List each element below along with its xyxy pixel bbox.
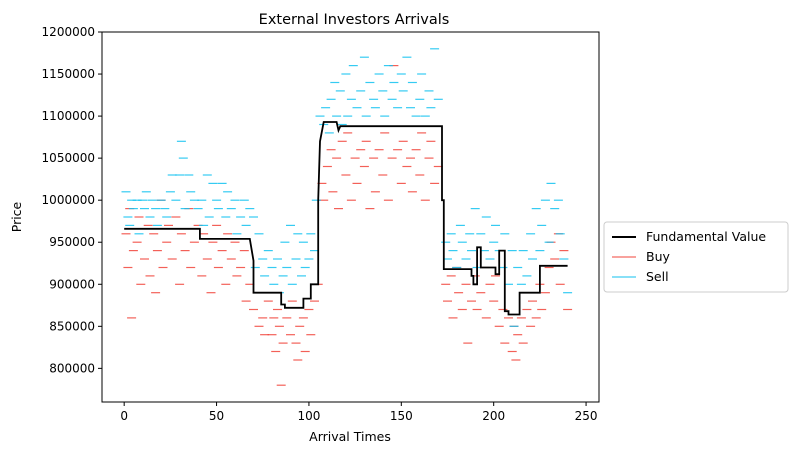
x-tick-label: 200 (482, 409, 505, 423)
y-tick-label: 1050000 (42, 151, 95, 165)
x-axis: 0 50 100 150 200 250 (120, 402, 598, 423)
y-tick-label: 800000 (49, 361, 95, 375)
y-tick-label: 1150000 (42, 67, 95, 81)
x-axis-label: Arrival Times (309, 429, 391, 444)
y-tick-label: 1200000 (42, 25, 95, 39)
x-tick-label: 50 (209, 409, 224, 423)
chart-title: External Investors Arrivals (259, 12, 450, 28)
legend-label-buy: Buy (646, 249, 670, 264)
x-tick-label: 150 (390, 409, 413, 423)
x-tick-label: 0 (120, 409, 128, 423)
y-tick-label: 900000 (49, 277, 95, 291)
plot-data (121, 48, 573, 386)
legend-label-fundamental-value: Fundamental Value (646, 229, 766, 244)
y-tick-label: 1100000 (42, 109, 95, 123)
y-tick-label: 850000 (49, 319, 95, 333)
y-tick-label: 1000000 (42, 193, 95, 207)
legend-box (603, 221, 789, 293)
y-tick-label: 950000 (49, 235, 95, 249)
legend-label-sell: Sell (646, 269, 669, 284)
x-tick-label: 250 (575, 409, 598, 423)
plot-frame (101, 31, 600, 403)
y-axis: 800000 850000 900000 950000 1000000 1050000 11… (42, 25, 102, 375)
x-tick-label: 100 (297, 409, 320, 423)
y-axis-label: Price (9, 201, 24, 232)
fundamental-value-line (124, 121, 568, 316)
legend: Fundamental Value Buy Sell (603, 221, 789, 293)
